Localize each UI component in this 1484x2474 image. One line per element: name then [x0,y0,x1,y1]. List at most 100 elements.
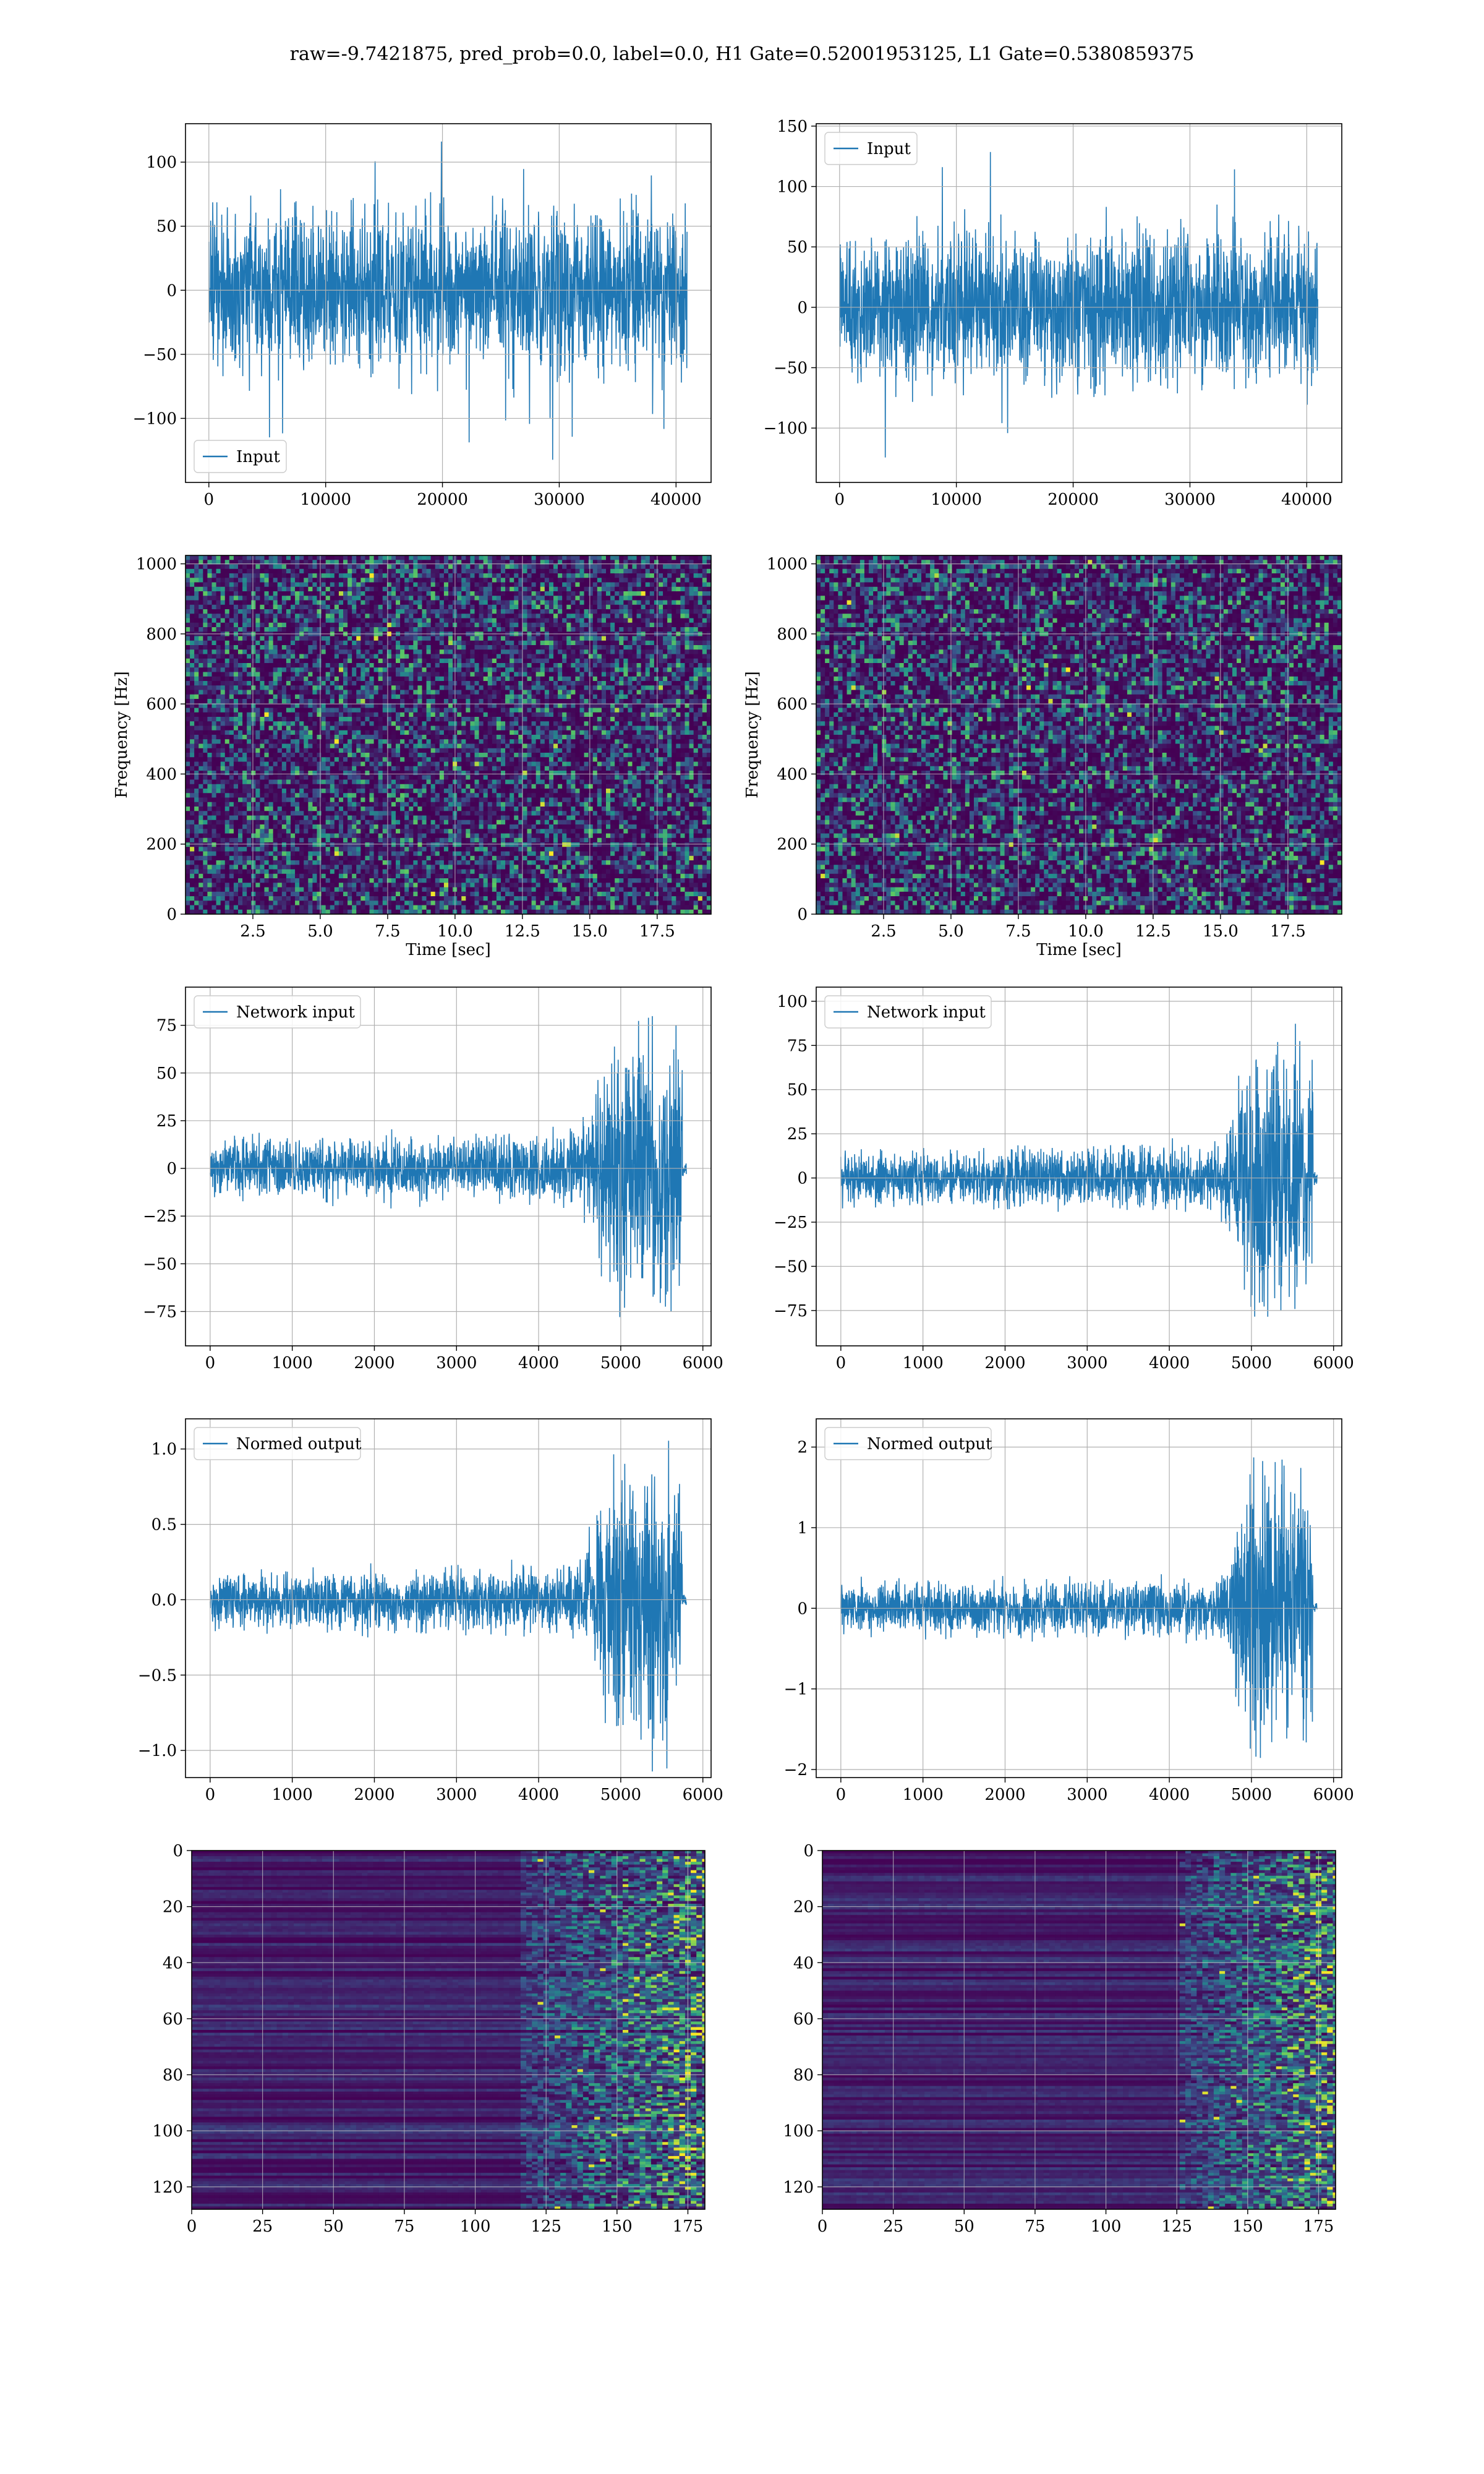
h1-spectrogram-chart: 2.5 5.0 7.5 10.0 12.5 15.0 17.5 0 200 400 600 800 10… [113,555,712,959]
y-tick-label: 60 [793,2010,814,2029]
x-tick-label: 17.5 [1270,922,1306,941]
legend-box [194,995,361,1029]
axes-frame [816,555,1342,915]
y-tick-label: −50 [143,1255,177,1273]
y-tick-label: −2 [784,1761,808,1779]
x-tick-label: 10000 [931,490,982,509]
series-line [840,1457,1318,1758]
axes-frame [816,1418,1342,1778]
x-tick-label: 1000 [272,1354,313,1372]
y-tick-label: 100 [777,993,808,1011]
y-tick-label: 1000 [136,555,177,574]
y-axis-label: Frequency [Hz] [743,671,762,798]
x-tick-label: 7.5 [375,922,400,941]
legend: Network input [194,995,361,1029]
tick-marks [811,126,1308,487]
y-tick-label: 20 [793,1898,814,1917]
y-tick-label: 60 [163,2010,183,2029]
y-tick-label: 80 [793,2066,814,2085]
x-tick-label: 3000 [436,1786,477,1804]
plot-area [192,1851,705,2209]
y-tick-label: 25 [787,1125,808,1144]
y-tick-label: 120 [152,2178,183,2197]
x-axis-label: Time [sec] [1036,941,1122,959]
y-tick-label: −100 [764,419,808,438]
y-tick-label: 1.0 [151,1440,177,1459]
x-tick-label: 75 [394,2217,414,2236]
y-tick-label: 100 [777,178,808,197]
plot-area [822,1851,1336,2209]
x-tick-label: 25 [252,2217,273,2236]
tick-marks [811,1001,1334,1351]
y-tick-label: 40 [793,1954,814,1972]
tick-marks [181,563,658,919]
x-tick-label: 150 [1232,2217,1263,2236]
x-tick-label: 2.5 [871,922,896,941]
x-tick-label: 30000 [534,490,585,509]
x-tick-label: 6000 [683,1354,723,1372]
x-tick-label: 0 [205,1786,216,1804]
y-tick-label: 1000 [767,555,808,574]
x-tick-label: 75 [1025,2217,1045,2236]
plot-area [208,141,688,460]
x-tick-label: 0 [817,2217,828,2236]
legend: Normed output [824,1427,992,1460]
y-tick-label: 0 [166,905,177,924]
tick-marks [181,161,677,487]
axes-frame [185,555,712,915]
legend-box [824,995,992,1029]
figure-title: raw=-9.7421875, pred_prob=0.0, label=0.0… [0,43,1484,65]
x-tick-label: 4000 [1149,1786,1190,1804]
x-tick-label: 5.0 [938,922,963,941]
y-tick-label: 0 [797,905,808,924]
y-tick-label: 80 [163,2066,183,2085]
x-tick-label: 150 [602,2217,633,2236]
heatmap-cells [186,555,711,914]
y-tick-label: 50 [156,1064,177,1083]
x-tick-label: 0 [205,1354,216,1372]
axes-frame [185,987,712,1346]
plot-area [840,1024,1318,1317]
y-tick-label: 0 [173,1842,183,1860]
x-tick-label: 100 [1091,2217,1122,2236]
y-tick-label: 0.0 [151,1591,177,1609]
x-tick-label: 20000 [1047,490,1099,509]
y-tick-label: 0 [797,1170,808,1188]
x-tick-label: 175 [673,2217,704,2236]
tick-marks [181,1025,704,1351]
x-tick-label: 5000 [1231,1354,1272,1372]
y-tick-label: 50 [787,238,808,257]
x-tick-label: 50 [954,2217,974,2236]
axes-frame [816,987,1342,1346]
x-tick-label: 2000 [354,1354,394,1372]
plot-area [840,1457,1318,1758]
legend: Normed output [194,1427,362,1460]
x-tick-label: 5000 [600,1786,641,1804]
y-tick-label: 150 [777,118,808,136]
y-tick-label: 100 [146,153,177,172]
x-tick-label: 4000 [518,1354,559,1372]
x-tick-label: 1000 [903,1354,944,1372]
x-tick-label: 2000 [984,1786,1025,1804]
grid-lines [816,987,1342,1346]
grid-lines [816,124,1342,482]
x-tick-label: 15.0 [572,922,608,941]
x-tick-label: 50 [323,2217,344,2236]
y-tick-label: 0 [803,1842,814,1860]
x-tick-label: 0 [836,1786,846,1804]
x-tick-label: 40000 [650,490,702,509]
x-tick-label: 5000 [600,1354,641,1372]
y-tick-label: 600 [777,695,808,714]
h1-network-input-chart: 0 1000 2000 3000 4000 5000 6000 −75 −50 −25 0 25 50 7… [143,987,723,1372]
axes-frame [185,123,712,483]
x-tick-label: 3000 [1067,1786,1107,1804]
y-tick-label: 40 [163,1954,183,1972]
legend-box [824,132,918,165]
series-line [210,1440,687,1772]
y-tick-label: −25 [774,1213,808,1232]
legend: Input [194,440,287,473]
l1-network-input-chart: 0 1000 2000 3000 4000 5000 6000 −75 −50 −25 0 25 50 7… [774,987,1354,1372]
y-tick-label: −50 [143,346,177,364]
heatmap-cells [192,1851,705,2209]
x-tick-label: 12.5 [505,922,540,941]
